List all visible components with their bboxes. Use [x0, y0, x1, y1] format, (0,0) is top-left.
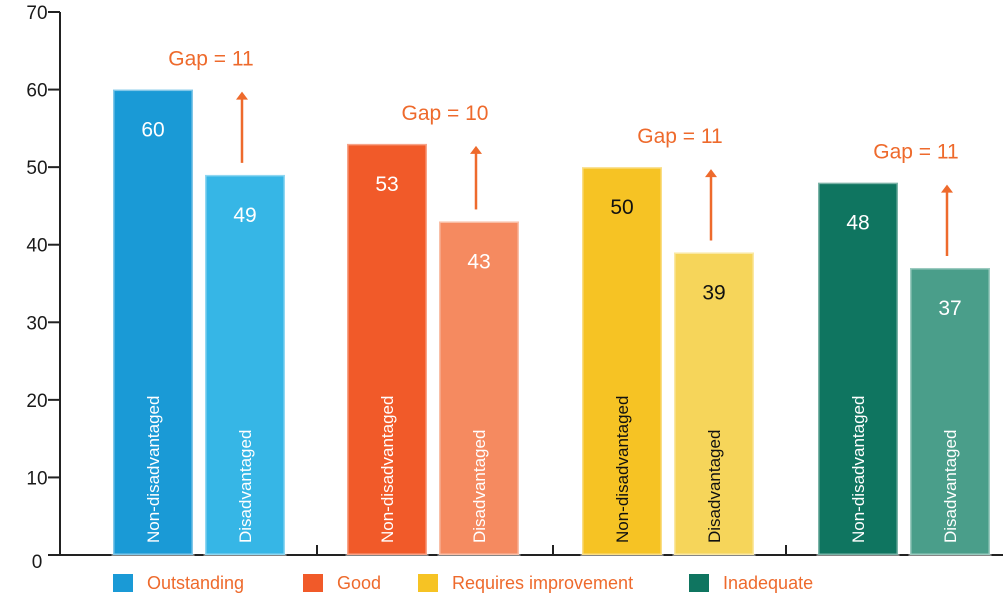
bar-value-label: 50 [610, 196, 633, 219]
gap-arrow-head [236, 91, 248, 100]
y-tick-label: 10 [26, 468, 47, 489]
bar-good-disadvantaged [437, 219, 521, 557]
bar-value-label: 39 [702, 281, 725, 304]
bar-series-label: Non-disadvantaged [613, 396, 632, 543]
bar-series-label: Disadvantaged [705, 430, 724, 543]
gap-arrow-head [705, 169, 717, 178]
legend-swatch-requires-improvement [418, 574, 438, 592]
y-tick-label: 30 [26, 313, 47, 334]
bars: 60 Non-disadvantaged 49 Disadvantaged 53 Non-… [111, 88, 992, 557]
bar-series-label: Disadvantaged [941, 430, 960, 543]
gap-label: Gap = 11 [168, 48, 253, 71]
y-tick-label: 20 [26, 391, 47, 412]
bar-value-label: 53 [375, 173, 398, 196]
bar-requires-improvement-non-disadvantaged [580, 165, 664, 557]
bar-value-label: 60 [141, 119, 164, 142]
gap-label: Gap = 11 [873, 141, 958, 164]
bar-value-label: 37 [938, 297, 961, 320]
bar-series-label: Non-disadvantaged [378, 396, 397, 543]
legend: Outstanding Good Requires improvement Inade… [113, 573, 813, 593]
gap-label: Gap = 10 [402, 102, 489, 125]
y-tick-label: 70 [26, 3, 47, 24]
bar-inadequate-disadvantaged [908, 266, 992, 557]
bar-value-label: 48 [846, 212, 869, 235]
bar-requires-improvement-disadvantaged [672, 250, 756, 557]
bar-inadequate-non-disadvantaged [816, 181, 900, 557]
y-tick-label: 60 [26, 81, 47, 102]
bar-outstanding-disadvantaged [203, 173, 287, 557]
legend-label: Inadequate [723, 573, 813, 593]
legend-label: Requires improvement [452, 573, 633, 593]
legend-label: Outstanding [147, 573, 244, 593]
legend-swatch-good [303, 574, 323, 592]
gap-label: Gap = 11 [637, 125, 722, 148]
bar-value-label: 49 [233, 204, 256, 227]
legend-label: Good [337, 573, 381, 593]
y-tick-label: 50 [26, 158, 47, 179]
legend-swatch-outstanding [113, 574, 133, 592]
bar-outstanding-non-disadvantaged [111, 88, 195, 557]
bar-series-label: Disadvantaged [236, 430, 255, 543]
bar-series-label: Non-disadvantaged [144, 396, 163, 543]
bar-series-label: Disadvantaged [470, 430, 489, 543]
gap-arrow-head [941, 184, 953, 193]
gap-arrow-head [470, 145, 482, 154]
y-tick-label: 0 [32, 552, 43, 573]
bar-good-non-disadvantaged [345, 142, 429, 557]
gap-annotations: Gap = 11 Gap = 10 Gap = 11 Gap = 11 [168, 48, 959, 256]
bar-series-label: Non-disadvantaged [849, 396, 868, 543]
legend-swatch-inadequate [689, 574, 709, 592]
bar-value-label: 43 [467, 250, 490, 273]
y-tick-label: 40 [26, 236, 47, 257]
y-axis: 0 10 20 30 40 50 60 70 [26, 3, 61, 573]
